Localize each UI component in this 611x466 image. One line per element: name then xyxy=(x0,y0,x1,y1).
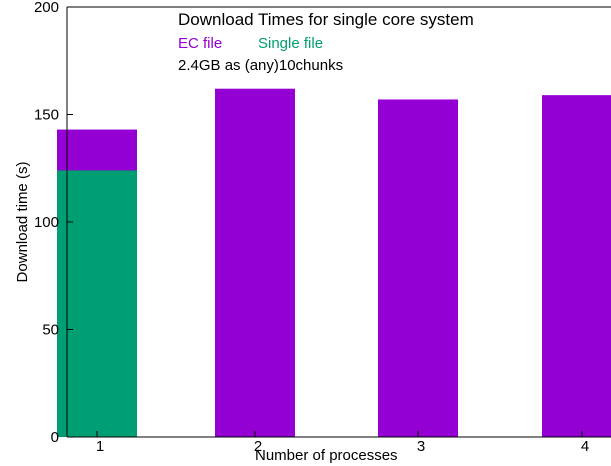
chart-subtitle: 2.4GB as (any)10chunks xyxy=(178,57,343,74)
legend-entry-single-file: Single file xyxy=(258,35,323,52)
x-tick-label: 1 xyxy=(96,438,104,455)
legend-entry-ec-file: EC file xyxy=(178,35,222,52)
x-ticks-group: 1 2 3 4 xyxy=(96,431,589,455)
y-tick-label: 150 xyxy=(34,107,59,124)
x-tick-label: 3 xyxy=(417,438,425,455)
bar-ec-file-4 xyxy=(542,95,611,438)
chart-title: Download Times for single core system xyxy=(178,10,474,29)
bar-single-file-1 xyxy=(57,170,137,437)
y-ticks-group: 0 50 100 150 200 xyxy=(34,0,73,446)
bar-ec-file-2 xyxy=(215,88,295,437)
bars-group xyxy=(57,88,611,438)
y-tick-label: 50 xyxy=(42,322,59,339)
y-tick-label: 200 xyxy=(34,0,59,16)
x-tick-label: 4 xyxy=(581,438,589,455)
x-axis-label: Number of processes xyxy=(255,447,398,464)
x-tick-label: 2 xyxy=(254,438,262,455)
y-tick-label: 0 xyxy=(51,429,59,446)
y-tick-label: 100 xyxy=(34,214,59,231)
bar-ec-file-3 xyxy=(378,99,458,437)
y-axis-label: Download time (s) xyxy=(14,162,31,283)
